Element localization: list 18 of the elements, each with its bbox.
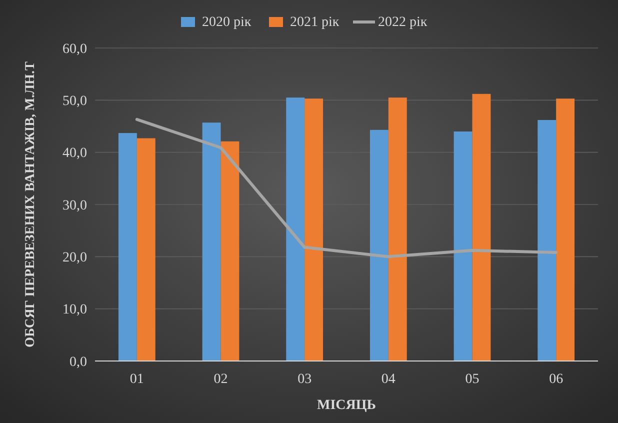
x-tick-label: 04 — [381, 372, 396, 387]
y-tick-label: 0,0 — [70, 354, 87, 370]
y-tick-label: 20,0 — [62, 250, 87, 266]
x-tick-label: 01 — [130, 372, 144, 387]
legend-label: 2022 рік — [378, 15, 428, 30]
y-tick-label: 60,0 — [62, 42, 87, 57]
x-tick-label: 05 — [465, 372, 480, 387]
x-tick-label: 02 — [214, 372, 228, 387]
legend-label: 2021 рік — [290, 15, 340, 30]
y-tick-label: 30,0 — [62, 198, 87, 214]
x-tick-label: 06 — [549, 372, 564, 387]
y-tick-label: 40,0 — [62, 146, 87, 162]
legend-label: 2020 рік — [202, 15, 252, 30]
x-axis-title: МІСЯЦЬ — [316, 398, 376, 413]
y-tick-label: 50,0 — [62, 94, 87, 110]
x-tick-label: 03 — [298, 372, 312, 387]
y-tick-label: 10,0 — [62, 302, 87, 318]
y-axis-title: ОБСЯГ ПЕРЕВЕЗЕНИХ ВАНТАЖІВ, М.ЛН.Т — [22, 62, 37, 348]
